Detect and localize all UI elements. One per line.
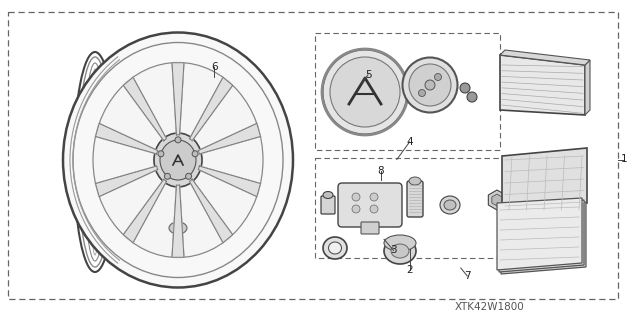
- Polygon shape: [502, 148, 587, 213]
- Ellipse shape: [444, 200, 456, 210]
- Polygon shape: [172, 63, 184, 135]
- Polygon shape: [501, 202, 586, 274]
- Polygon shape: [585, 60, 590, 115]
- Text: 3: 3: [390, 245, 397, 256]
- Text: 6: 6: [211, 62, 218, 72]
- Polygon shape: [189, 179, 233, 243]
- FancyBboxPatch shape: [338, 183, 402, 227]
- Polygon shape: [172, 185, 184, 257]
- Bar: [315, 158, 545, 258]
- Circle shape: [175, 137, 181, 143]
- Ellipse shape: [323, 191, 333, 198]
- Circle shape: [467, 92, 477, 102]
- Text: 8: 8: [378, 166, 384, 176]
- Circle shape: [164, 173, 170, 179]
- FancyBboxPatch shape: [321, 196, 335, 214]
- Circle shape: [419, 90, 426, 97]
- Polygon shape: [497, 198, 582, 270]
- Polygon shape: [500, 55, 585, 115]
- Text: XTK42W1800: XTK42W1800: [455, 302, 525, 312]
- Polygon shape: [95, 166, 157, 197]
- Bar: [315, 33, 500, 150]
- Ellipse shape: [160, 140, 196, 180]
- Polygon shape: [198, 123, 260, 154]
- FancyBboxPatch shape: [407, 181, 423, 217]
- Ellipse shape: [169, 222, 187, 234]
- Polygon shape: [189, 77, 233, 141]
- Ellipse shape: [323, 49, 408, 135]
- Text: 7: 7: [464, 271, 470, 281]
- Ellipse shape: [328, 242, 342, 254]
- Circle shape: [370, 193, 378, 201]
- Ellipse shape: [384, 235, 416, 251]
- Circle shape: [460, 83, 470, 93]
- Ellipse shape: [391, 244, 409, 258]
- Ellipse shape: [409, 64, 451, 106]
- Text: 5: 5: [365, 70, 371, 80]
- Circle shape: [370, 205, 378, 213]
- Polygon shape: [198, 166, 260, 197]
- Polygon shape: [500, 50, 590, 65]
- Ellipse shape: [323, 237, 347, 259]
- Polygon shape: [124, 77, 166, 141]
- Circle shape: [352, 193, 360, 201]
- Circle shape: [186, 173, 191, 179]
- Circle shape: [425, 80, 435, 90]
- Circle shape: [158, 151, 164, 157]
- Bar: [8, 12, 618, 299]
- Ellipse shape: [154, 133, 202, 187]
- Text: 2: 2: [406, 264, 413, 275]
- Circle shape: [352, 205, 360, 213]
- Text: 1: 1: [621, 154, 627, 165]
- Ellipse shape: [93, 63, 263, 257]
- Polygon shape: [124, 179, 166, 243]
- Polygon shape: [499, 200, 584, 272]
- Ellipse shape: [330, 57, 400, 127]
- Ellipse shape: [403, 57, 458, 113]
- Circle shape: [435, 73, 442, 80]
- Ellipse shape: [384, 238, 416, 264]
- Ellipse shape: [440, 196, 460, 214]
- Circle shape: [192, 151, 198, 157]
- FancyBboxPatch shape: [361, 222, 379, 234]
- Ellipse shape: [409, 177, 421, 185]
- Ellipse shape: [63, 33, 293, 287]
- Text: 4: 4: [406, 137, 413, 147]
- Polygon shape: [95, 123, 157, 154]
